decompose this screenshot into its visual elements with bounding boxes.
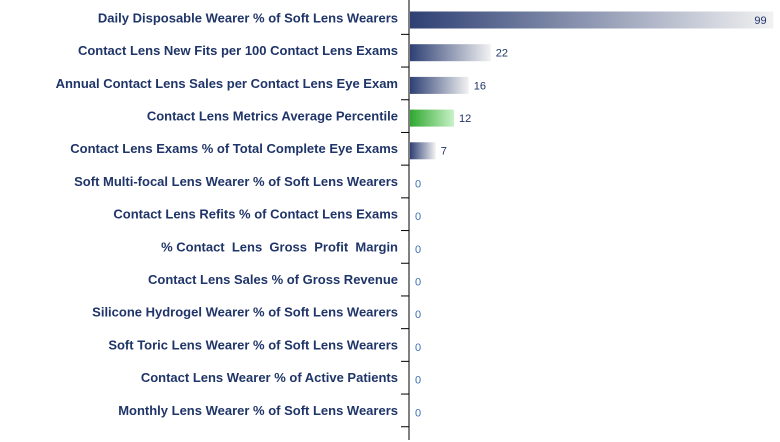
value-label: 99	[754, 15, 766, 27]
value-label: 0	[415, 178, 421, 190]
category-label: Monthly Lens Wearer % of Soft Lens Weare…	[118, 403, 398, 418]
category-label: Contact Lens Metrics Average Percentile	[147, 109, 398, 124]
category-label: Contact Lens Wearer % of Active Patients	[141, 370, 398, 385]
value-label: 0	[415, 244, 421, 256]
value-label: 12	[459, 113, 471, 125]
value-axis	[401, 0, 410, 440]
value-label: 0	[415, 309, 421, 321]
value-label: 0	[415, 342, 421, 354]
value-label: 22	[496, 48, 508, 60]
value-label: 0	[415, 407, 421, 419]
value-label: 7	[441, 146, 447, 158]
category-label: Contact Lens Refits % of Contact Lens Ex…	[113, 207, 398, 222]
value-label: 0	[415, 375, 421, 387]
category-label: Silicone Hydrogel Wearer % of Soft Lens …	[92, 305, 398, 320]
value-label: 0	[415, 277, 421, 289]
category-label: Contact Lens New Fits per 100 Contact Le…	[78, 43, 398, 58]
value-label: 0	[415, 211, 421, 223]
bar	[410, 142, 436, 160]
category-label: Contact Lens Sales % of Gross Revenue	[148, 272, 398, 287]
category-label: Soft Toric Lens Wearer % of Soft Lens We…	[108, 337, 398, 352]
category-label: Contact Lens Exams % of Total Complete E…	[70, 141, 398, 156]
bar	[410, 44, 491, 62]
category-labels: Daily Disposable Wearer % of Soft Lens W…	[56, 10, 398, 417]
bar	[410, 11, 774, 29]
bar-highlight	[410, 109, 455, 127]
category-label: Daily Disposable Wearer % of Soft Lens W…	[98, 10, 398, 25]
category-label: % Contact Lens Gross Profit Margin	[161, 239, 398, 254]
value-label: 16	[474, 80, 486, 92]
bar	[410, 76, 469, 94]
bars	[410, 11, 774, 160]
value-labels: 99 22 16 12 7 0 0 0 0 0 0 0 0	[415, 15, 767, 419]
category-label: Soft Multi-focal Lens Wearer % of Soft L…	[74, 174, 398, 189]
category-label: Annual Contact Lens Sales per Contact Le…	[56, 76, 398, 91]
